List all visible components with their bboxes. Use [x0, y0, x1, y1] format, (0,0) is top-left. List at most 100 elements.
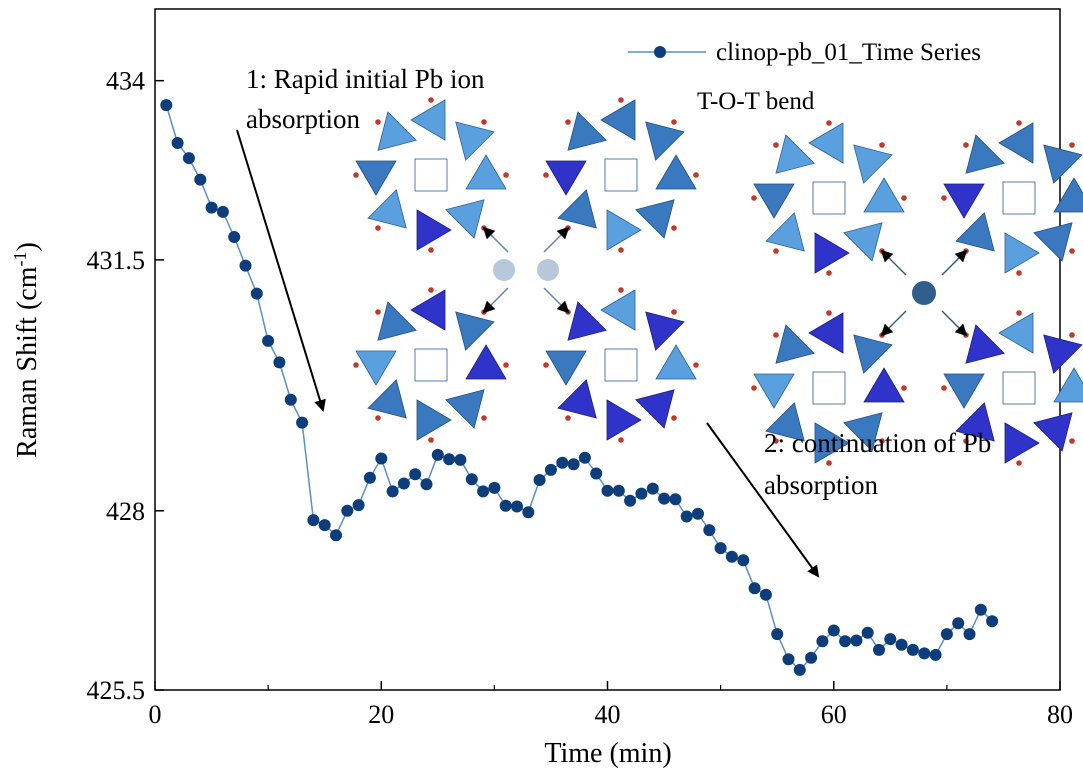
tetrahedron-shape: [1033, 412, 1073, 452]
data-point: [974, 603, 987, 616]
data-point: [443, 453, 456, 466]
data-point: [499, 499, 512, 512]
tetrahedron-shape: [775, 324, 815, 364]
oxygen-atom-dot: [618, 287, 624, 293]
data-point: [511, 500, 523, 513]
tetrahedron-shape: [455, 311, 495, 351]
tetrahedron-shape: [445, 389, 485, 429]
data-point: [895, 638, 908, 651]
series-clinop-pb-01: [160, 99, 999, 676]
x-axis-ticks: 0 20 40 60 80: [149, 681, 1073, 729]
data-point: [307, 514, 320, 527]
oxygen-atom-dot: [428, 437, 434, 443]
ring-center-shape: [812, 181, 846, 215]
data-point: [578, 451, 591, 464]
tetrahedron-shape: [843, 222, 883, 262]
tetrahedron-shape: [545, 160, 587, 196]
oxygen-atom-dot: [671, 309, 677, 315]
oxygen-atom-dot: [618, 437, 624, 443]
ring-center-shape: [414, 158, 448, 192]
data-point: [612, 484, 625, 497]
tetrahedron-shape: [545, 350, 587, 386]
legend: clinop-pb_01_Time Series: [628, 39, 981, 66]
tetrahedron-shape: [377, 111, 417, 151]
oxygen-atom-dot: [1069, 142, 1075, 148]
oxygen-atom-dot: [671, 119, 677, 125]
legend-entry: clinop-pb_01_Time Series: [716, 39, 981, 66]
data-point: [714, 542, 727, 555]
tetrahedron-shape: [355, 350, 397, 386]
data-point: [544, 463, 557, 476]
data-point: [680, 510, 693, 523]
data-point: [771, 628, 784, 641]
tetrahedron-shape: [965, 324, 1005, 364]
data-point: [737, 554, 750, 567]
oxygen-atom-dot: [941, 385, 947, 391]
data-point: [850, 634, 863, 647]
data-point: [352, 499, 365, 512]
data-point: [273, 356, 286, 369]
y-axis-label: Raman Shift (cm-1): [10, 242, 43, 458]
data-point: [477, 485, 490, 498]
oxygen-atom-dot: [1069, 248, 1075, 254]
y-tick-label: 431.5: [87, 246, 146, 275]
tetrahedron-shape: [1043, 334, 1083, 374]
tetrahedron-shape: [765, 212, 805, 252]
tetrahedron-shape: [955, 212, 995, 252]
ion-direction-arrow: [543, 226, 570, 253]
oxygen-atom-dot: [428, 97, 434, 103]
oxygen-atom-dot: [1069, 438, 1075, 444]
data-point: [318, 519, 331, 532]
data-point: [205, 201, 218, 214]
data-point: [330, 529, 342, 542]
oxygen-atom-dot: [671, 415, 677, 421]
oxygen-atom-dot: [941, 195, 947, 201]
ion-direction-arrow: [941, 249, 968, 276]
data-point: [873, 643, 885, 656]
y-tick-label: 434: [106, 67, 145, 96]
tetrahedron-shape: [416, 209, 452, 251]
data-point: [420, 478, 433, 491]
data-point: [386, 485, 399, 498]
tetrahedron-shape: [600, 99, 636, 141]
oxygen-atom-dot: [375, 309, 381, 315]
data-point: [363, 471, 376, 484]
oxygen-atom-dot: [375, 225, 381, 231]
oxygen-atom-dot: [353, 172, 359, 178]
data-point: [963, 628, 976, 641]
oxygen-atom-dot: [618, 247, 624, 253]
tetrahedron-shape: [1033, 222, 1073, 262]
ring-center-shape: [1002, 371, 1036, 405]
oxygen-atom-dot: [901, 195, 907, 201]
oxygen-atom-dot: [751, 195, 757, 201]
data-point: [782, 653, 795, 666]
data-point: [918, 647, 931, 660]
tetrahedron-shape: [410, 99, 446, 141]
tetrahedron-shape: [998, 122, 1034, 164]
tetrahedron-shape: [455, 121, 495, 161]
tetrahedron-shape: [1053, 367, 1083, 403]
data-point: [465, 473, 478, 486]
oxygen-atom-dot: [773, 438, 779, 444]
data-point: [884, 633, 897, 646]
oxygen-atom-dot: [618, 97, 624, 103]
oxygen-atom-dot: [693, 172, 699, 178]
data-point: [952, 617, 965, 630]
data-point: [861, 626, 874, 639]
y-tick-label: 425.5: [87, 676, 146, 705]
tetrahedron-shape: [606, 209, 642, 251]
data-point: [250, 287, 263, 300]
data-point: [590, 467, 603, 480]
data-point: [692, 507, 704, 520]
oxygen-atom-dot: [428, 247, 434, 253]
data-point: [262, 334, 275, 347]
annotation-arrow-1: [236, 129, 326, 412]
oxygen-atom-dot: [751, 385, 757, 391]
data-point: [341, 504, 354, 517]
tetrahedron-shape: [814, 232, 850, 274]
ring-center-shape: [414, 348, 448, 382]
ion-dot: [493, 259, 515, 281]
tetrahedron-shape: [645, 311, 685, 351]
oxygen-atom-dot: [481, 415, 487, 421]
